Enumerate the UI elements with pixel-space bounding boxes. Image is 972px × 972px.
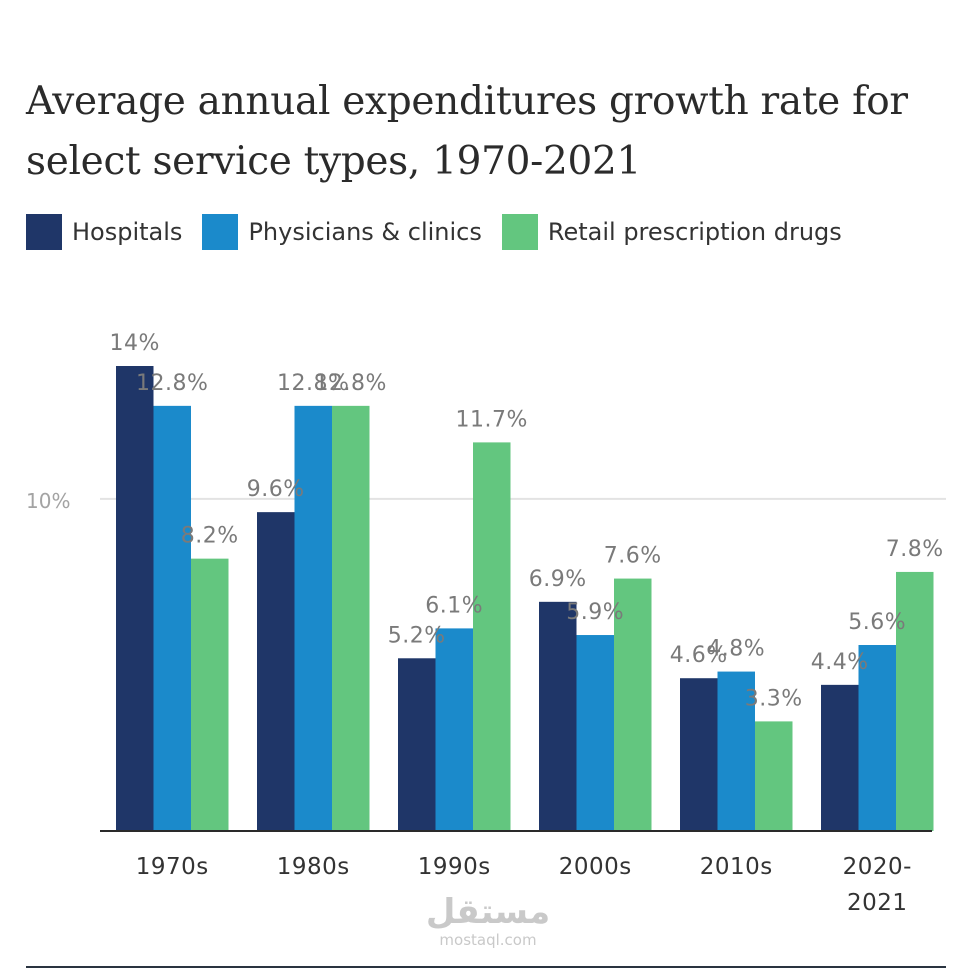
data-label-physicians-clinics-1980s: 12.8% — [277, 371, 349, 396]
legend-swatch-drugs — [501, 214, 538, 250]
legend-item-hospitals: Hospitals — [26, 214, 182, 250]
data-label-hospitals-2000s: 6.9% — [529, 567, 587, 592]
legend-label-physicians: Physicians & clinics — [248, 218, 482, 246]
legend-label-drugs: Retail prescription drugs — [547, 218, 842, 246]
bar-hospitals-2010s — [680, 678, 718, 831]
bar-physicians-clinics-1980s — [294, 405, 332, 831]
legend-label-hospitals: Hospitals — [72, 218, 183, 246]
x-tick-label: 2010s — [700, 854, 773, 880]
data-label-retail-prescription-drugs-1970s: 8.2% — [181, 524, 239, 549]
data-label-retail-prescription-drugs-2020-2021: 7.8% — [886, 537, 944, 562]
data-label-hospitals-1980s: 9.6% — [247, 477, 305, 502]
bar-physicians-clinics-1990s — [435, 628, 473, 831]
bar-hospitals-1970s — [116, 366, 154, 831]
watermark-latin: mostaql.com — [439, 931, 537, 949]
data-label-physicians-clinics-2000s: 5.9% — [566, 600, 624, 625]
legend-swatch-physicians — [202, 214, 239, 250]
x-tick-label: 1980s — [277, 854, 350, 880]
data-label-physicians-clinics-1990s: 6.1% — [425, 593, 483, 618]
bar-retail-prescription-drugs-1970s — [191, 558, 229, 831]
data-label-hospitals-2010s: 4.6% — [670, 643, 728, 668]
bar-retail-prescription-drugs-2020-2021 — [896, 571, 934, 831]
bar-hospitals-2000s — [539, 601, 577, 831]
x-tick-label: 2020- — [843, 854, 912, 880]
bar-physicians-clinics-2010s — [717, 671, 755, 831]
data-label-hospitals-1990s: 5.2% — [388, 623, 446, 648]
legend-swatch-hospitals — [26, 214, 62, 250]
bar-physicians-clinics-2020-2021 — [858, 645, 896, 831]
bar-retail-prescription-drugs-1980s — [332, 405, 370, 831]
data-label-retail-prescription-drugs-2000s: 7.6% — [604, 544, 662, 569]
data-label-physicians-clinics-2020-2021: 5.6% — [848, 610, 906, 635]
bar-hospitals-1980s — [257, 512, 295, 831]
bar-retail-prescription-drugs-2010s — [755, 721, 793, 831]
legend: Hospitals Physicians & clinics Retail pr… — [26, 214, 862, 250]
chart-title: Average annual expenditures growth rate … — [26, 79, 908, 184]
bar-retail-prescription-drugs-1990s — [473, 442, 511, 831]
bar-hospitals-1990s — [398, 658, 436, 831]
bar-physicians-clinics-2000s — [576, 635, 614, 831]
legend-item-physicians: Physicians & clinics — [202, 214, 482, 250]
bar-hospitals-2020-2021 — [821, 684, 859, 831]
y-tick-label: 10% — [26, 489, 70, 513]
x-tick-label: 2000s — [559, 854, 632, 880]
data-label-hospitals-2020-2021: 4.4% — [811, 650, 869, 675]
data-label-physicians-clinics-1970s: 12.8% — [136, 371, 208, 396]
bar-physicians-clinics-1970s — [153, 405, 191, 831]
data-label-hospitals-1970s: 14% — [110, 331, 160, 356]
data-label-retail-prescription-drugs-1990s: 11.7% — [456, 407, 528, 432]
watermark: مستقل mostaql.com — [418, 892, 558, 948]
x-tick-label: 2021 — [847, 890, 908, 916]
bottom-rule — [26, 966, 946, 968]
watermark-arabic: مستقل — [425, 892, 551, 932]
x-tick-label: 1970s — [136, 854, 209, 880]
data-label-physicians-clinics-2010s: 4.8% — [707, 637, 765, 662]
legend-item-drugs: Retail prescription drugs — [501, 214, 842, 250]
bar-retail-prescription-drugs-2000s — [614, 578, 652, 831]
data-label-retail-prescription-drugs-1980s: 12.8% — [315, 371, 387, 396]
data-label-retail-prescription-drugs-2010s: 3.3% — [745, 686, 803, 711]
x-tick-label: 1990s — [418, 854, 491, 880]
